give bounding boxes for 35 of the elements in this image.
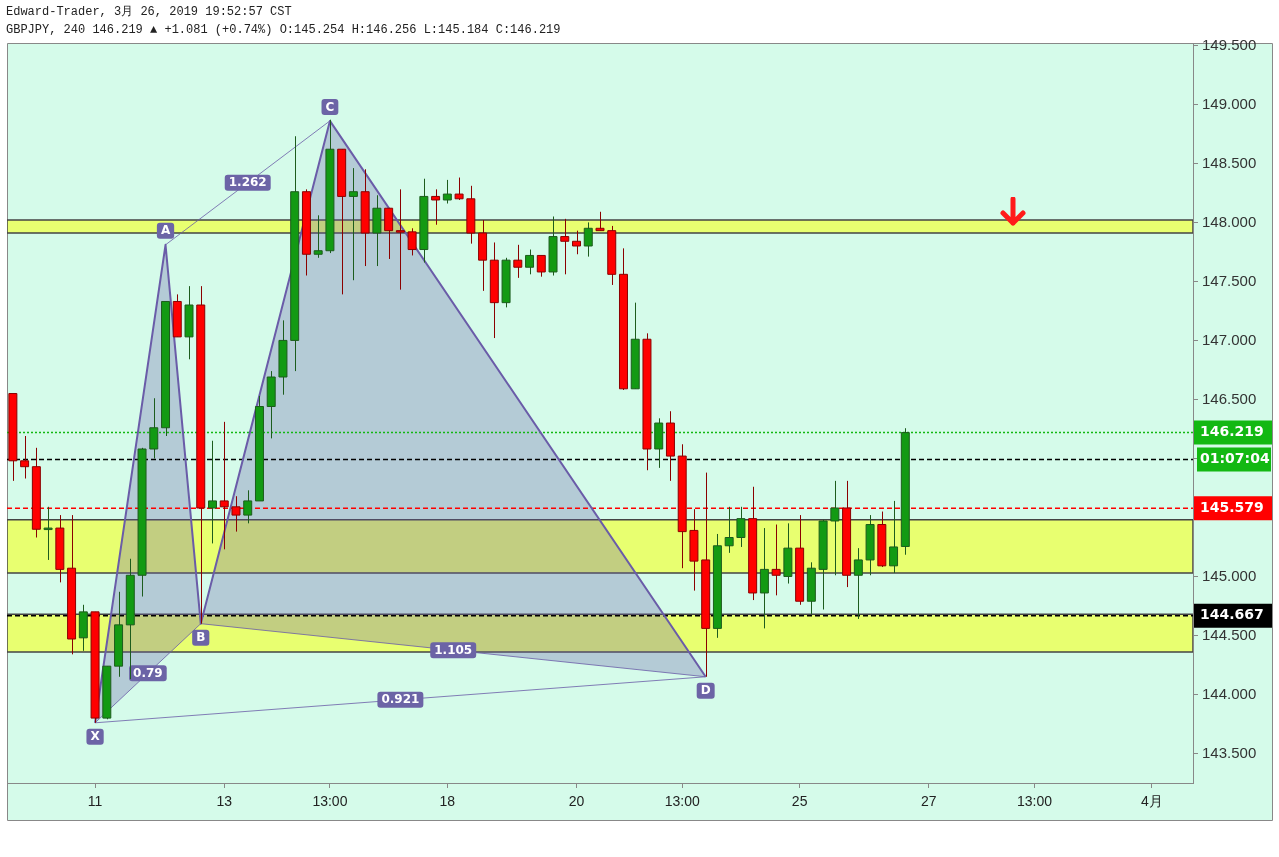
y-tick-label: 148.000 bbox=[1202, 212, 1257, 230]
chart-title: Edward-Trader, 3月 26, 2019 19:52:57 CST bbox=[6, 4, 293, 21]
y-tick-label: 144.500 bbox=[1202, 625, 1257, 643]
y-tick-label: 145.000 bbox=[1202, 566, 1257, 584]
x-tick-label: 11 bbox=[87, 793, 103, 810]
data-label: A bbox=[160, 223, 171, 238]
annotation: 1.262 bbox=[228, 175, 267, 190]
y-tick-label: 147.500 bbox=[1202, 271, 1257, 289]
x-tick-label: 27 bbox=[921, 793, 937, 810]
text: 01:07:04 bbox=[1200, 450, 1270, 467]
annotation: 1.105 bbox=[434, 642, 473, 657]
x-tick-label: 18 bbox=[439, 793, 456, 810]
x-tick-label: 4月 bbox=[1141, 793, 1163, 810]
data-label: X bbox=[90, 729, 101, 744]
y-tick-label: 143.500 bbox=[1202, 743, 1257, 761]
y-tick-label: 144.000 bbox=[1202, 684, 1257, 702]
y-tick-label: 149.000 bbox=[1202, 94, 1257, 112]
x-tick-label: 13:00 bbox=[664, 793, 700, 810]
data-label: D bbox=[700, 683, 711, 698]
y-tick-label: 148.500 bbox=[1202, 153, 1257, 171]
x-tick-label: 25 bbox=[791, 793, 808, 810]
ref-line-label: 146.219 bbox=[1200, 423, 1264, 440]
y-tick-label: 146.500 bbox=[1202, 389, 1257, 407]
x-tick-label: 13 bbox=[216, 793, 233, 810]
ref-line-label: 145.579 bbox=[1200, 498, 1264, 515]
x-tick-label: 13:00 bbox=[312, 793, 348, 810]
ref-line-label: 144.667 bbox=[1200, 606, 1264, 623]
x-tick-label: 13:00 bbox=[1016, 793, 1053, 810]
annotation: 0.79 bbox=[133, 665, 163, 680]
chart-subtitle: GBPJPY, 240 146.219 ▲ +1.081 (+0.74%) O:145.254 H:146.256 L:145.184 C:146.219 bbox=[6, 22, 561, 39]
data-label: B bbox=[196, 630, 206, 645]
data-label: C bbox=[325, 99, 335, 114]
annotation: 0.921 bbox=[381, 692, 420, 707]
x-tick-label: 20 bbox=[568, 793, 585, 810]
y-tick-label: 147.000 bbox=[1202, 330, 1257, 348]
